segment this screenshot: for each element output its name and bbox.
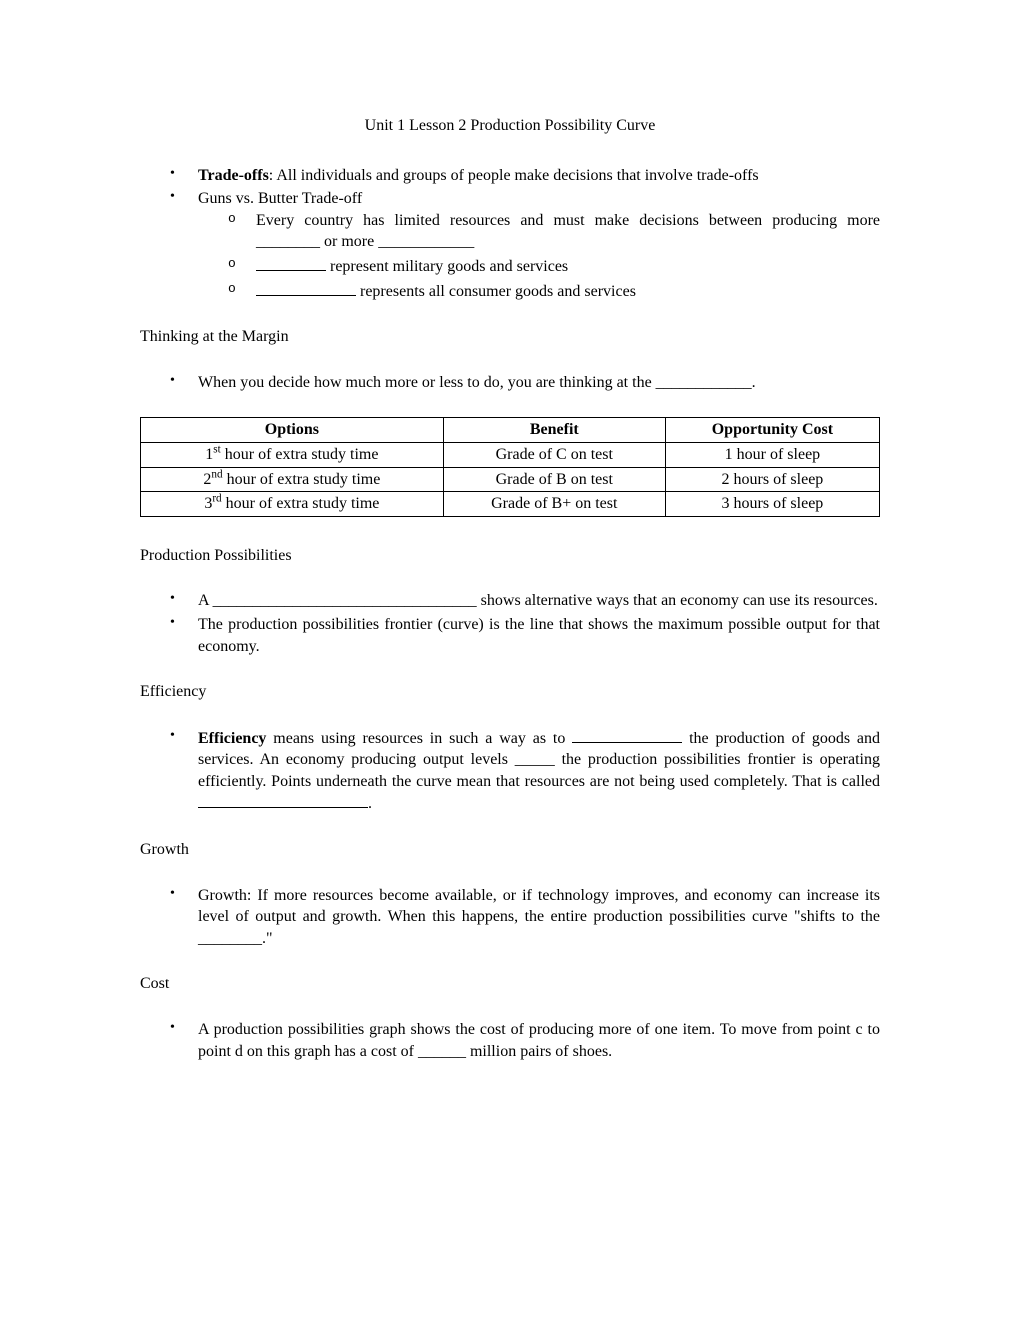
tradeoffs-text: : All individuals and groups of people m… [269,167,759,184]
guns-butter-item: Guns vs. Butter Trade-off Every country … [198,188,880,302]
sub-item-3: represents all consumer goods and servic… [256,280,880,303]
sub2-post: represent military goods and services [326,258,568,275]
pp-heading: Production Possibilities [140,545,880,567]
eff-heading: Efficiency [140,681,880,703]
growth-bullet: Growth: If more resources become availab… [198,885,880,950]
growth-list: Growth: If more resources become availab… [140,885,880,950]
cell-benefit-2: Grade of B on test [443,467,665,492]
blank-underutilization [198,792,368,808]
table-row: 2nd hour of extra study time Grade of B … [141,467,880,492]
cost-heading: Cost [140,973,880,995]
margin-bullet: When you decide how much more or less to… [198,372,880,394]
blank-military [256,255,326,271]
cell-option-2: 2nd hour of extra study time [141,467,444,492]
table-header-row: Options Benefit Opportunity Cost [141,418,880,443]
pp-bullet-1: A _________________________________ show… [198,590,880,612]
cell-cost-1: 1 hour of sleep [665,442,879,467]
cell-benefit-3: Grade of B+ on test [443,492,665,517]
eff-label: Efficiency [198,730,266,747]
table-row: 3rd hour of extra study time Grade of B+… [141,492,880,517]
document-page: Unit 1 Lesson 2 Production Possibility C… [0,0,1020,1320]
col-oppcost: Opportunity Cost [665,418,879,443]
sub3-post: represents all consumer goods and servic… [356,283,636,300]
col-options: Options [141,418,444,443]
tradeoffs-label: Trade-offs [198,167,269,184]
cell-cost-2: 2 hours of sleep [665,467,879,492]
options-table: Options Benefit Opportunity Cost 1st hou… [140,417,880,516]
growth-heading: Growth [140,839,880,861]
sub-item-2: represent military goods and services [256,255,880,278]
eff-text-a: means using resources in such a way as t… [266,730,572,747]
blank-consumer [256,280,356,296]
margin-heading: Thinking at the Margin [140,326,880,348]
sub-item-1: Every country has limited resources and … [256,210,880,253]
cell-cost-3: 3 hours of sleep [665,492,879,517]
pp-list: A _________________________________ show… [140,590,880,657]
pp-bullet-2: The production possibilities frontier (c… [198,614,880,657]
guns-butter-text: Guns vs. Butter Trade-off [198,190,362,207]
eff-text-c: . [368,795,372,812]
cell-option-3: 3rd hour of extra study time [141,492,444,517]
margin-list: When you decide how much more or less to… [140,372,880,394]
table-body: 1st hour of extra study time Grade of C … [141,442,880,516]
cost-bullet: A production possibilities graph shows t… [198,1019,880,1062]
cell-benefit-1: Grade of C on test [443,442,665,467]
blank-maximize [572,727,682,743]
eff-bullet: Efficiency means using resources in such… [198,727,880,815]
cell-option-1: 1st hour of extra study time [141,442,444,467]
guns-butter-sublist: Every country has limited resources and … [198,210,880,302]
eff-list: Efficiency means using resources in such… [140,727,880,815]
col-benefit: Benefit [443,418,665,443]
table-row: 1st hour of extra study time Grade of C … [141,442,880,467]
tradeoffs-item: Trade-offs: All individuals and groups o… [198,165,880,187]
cost-list: A production possibilities graph shows t… [140,1019,880,1062]
page-title: Unit 1 Lesson 2 Production Possibility C… [140,115,880,137]
intro-list: Trade-offs: All individuals and groups o… [140,165,880,303]
